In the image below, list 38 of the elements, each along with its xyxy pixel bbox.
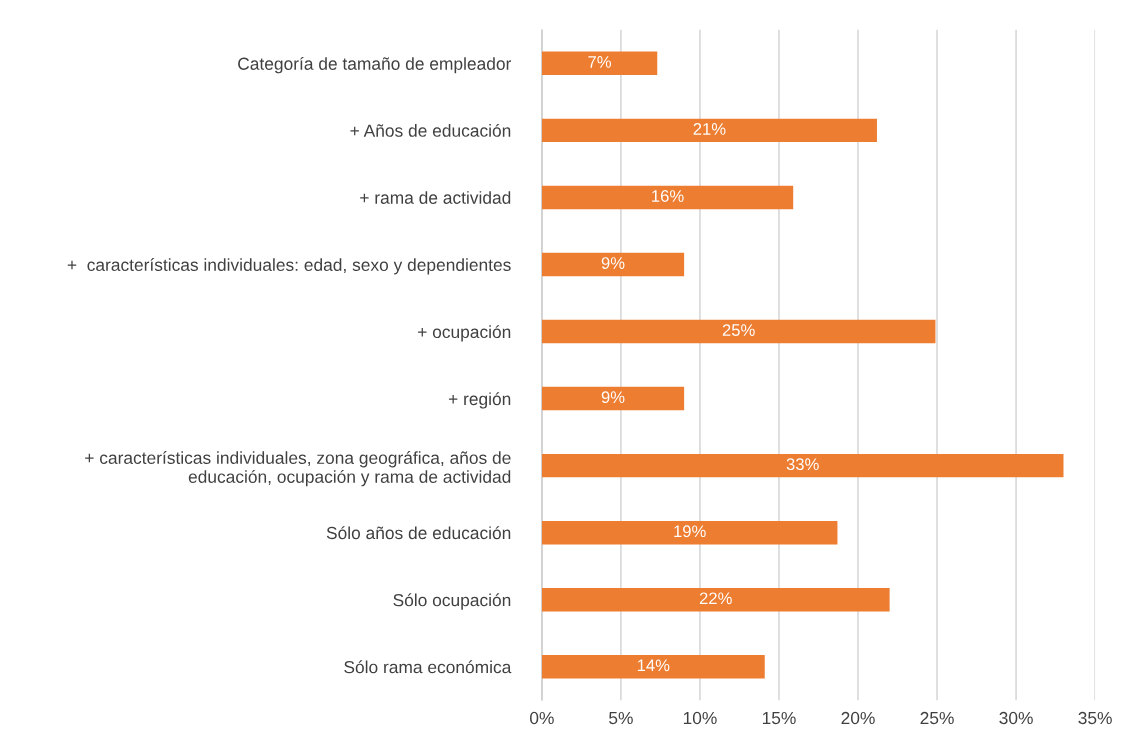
x-tick-label: 0%: [530, 711, 554, 725]
data-label: 19%: [674, 525, 706, 538]
data-label: 22%: [699, 592, 732, 605]
data-label: 33%: [786, 458, 819, 471]
y-tick-label: + región: [448, 392, 511, 409]
bar: [541, 185, 794, 210]
x-tick-label: 10%: [683, 711, 717, 725]
x-tick-label: 5%: [609, 711, 633, 725]
bar: [541, 587, 890, 612]
x-tick-label: 30%: [999, 711, 1033, 725]
x-tick-label: 20%: [841, 711, 875, 725]
y-tick-label: Sólo ocupación: [393, 593, 511, 610]
bar: [541, 252, 685, 277]
y-tick-label: + características individuales: edad, sexo y dependientes: [67, 258, 511, 275]
y-tick-label: + Años de educación: [350, 123, 511, 137]
bar: [541, 319, 936, 344]
x-tick-label: 35%: [1078, 711, 1112, 725]
data-label: 14%: [637, 659, 670, 672]
y-tick-label: + rama de actividad: [360, 191, 511, 204]
data-label: 16%: [652, 190, 684, 202]
y-tick-label: Categoría de tamaño de empleador: [238, 56, 512, 74]
y-tick-label: Sólo rama económica: [344, 660, 512, 674]
bar: [541, 386, 685, 411]
y-tick-label: + características individuales, zona geográfica, años de educación, ocupación y rama de actividad: [85, 451, 511, 487]
data-label: 7%: [588, 56, 612, 68]
bar: [541, 51, 658, 76]
bar: [541, 118, 877, 143]
data-label: 9%: [601, 257, 625, 269]
data-label: 25%: [722, 324, 755, 336]
data-label: 21%: [693, 123, 726, 135]
data-label: 9%: [601, 391, 625, 404]
y-tick-label: + ocupación: [418, 325, 511, 342]
y-tick-label: Sólo años de educación: [326, 526, 511, 540]
bar: [541, 520, 838, 545]
bar: [541, 453, 1064, 478]
bar: [541, 655, 765, 679]
x-tick-label: 25%: [920, 711, 954, 725]
x-tick-label: 15%: [762, 711, 796, 725]
